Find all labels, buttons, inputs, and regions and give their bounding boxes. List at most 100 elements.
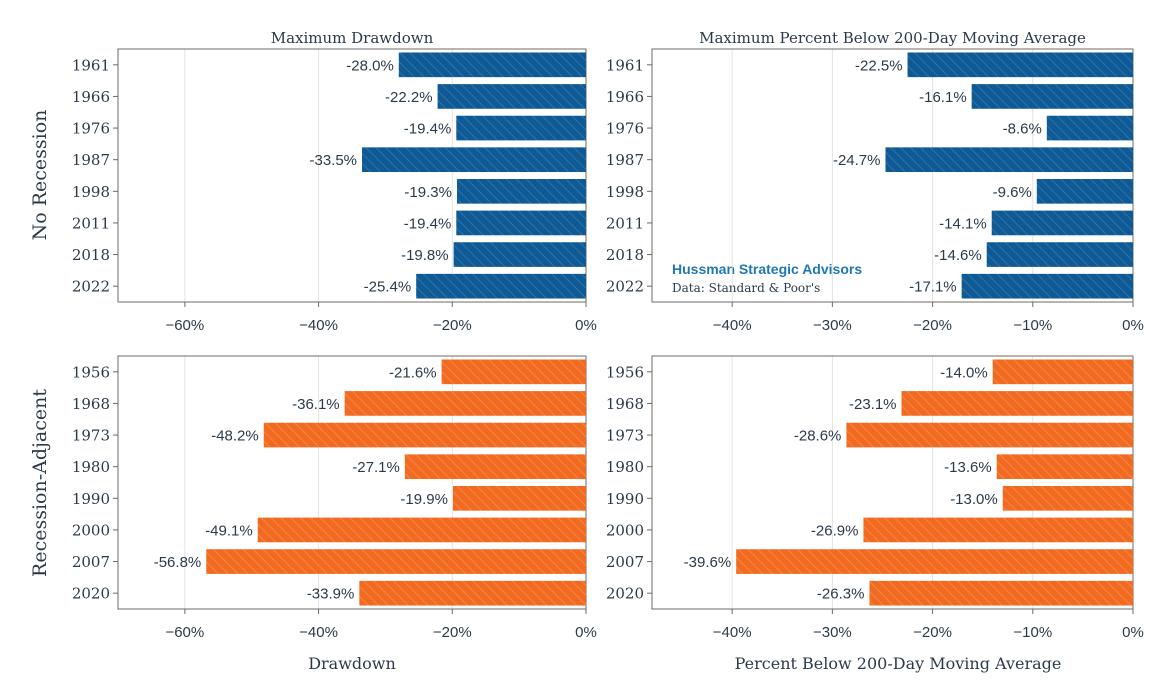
bar-2020 [359,580,586,606]
bar-1966 [437,84,586,109]
bar-1998 [456,178,586,204]
x-tick-label: −40% [299,317,338,334]
x-tick-label: −20% [433,624,472,641]
x-tick-label: 0% [1122,317,1144,334]
y-tick-label: 2020 [606,585,644,603]
bar-1980 [404,454,586,480]
x-tick-label: −40% [713,317,752,334]
x-tick-label: −20% [913,624,952,641]
y-tick-label: 1966 [606,88,644,106]
bar-2011 [456,210,586,236]
data-label: -48.2% [211,428,259,445]
plot-frame [651,355,1134,610]
bar-1976 [1046,115,1133,141]
bar-2007 [206,549,586,574]
y-tick-label: 2000 [72,521,110,539]
bar-1990 [452,485,586,511]
data-label: -17.1% [909,279,957,296]
y-tick-label: 2022 [606,278,644,296]
brand-annotation: Hussman Strategic Advisors [672,261,862,277]
y-tick-label: 1980 [606,458,644,476]
data-label: -26.3% [817,586,865,603]
y-tick-label: 1968 [606,395,644,413]
chart-panel-1: Maximum Drawdown −60% −40% −20% 0% 1961 -28.0%… [72,29,597,334]
data-label: -22.5% [855,57,903,74]
bar-2000 [863,517,1133,543]
x-tick-label: 0% [575,624,597,641]
y-tick-label: 1998 [72,183,110,201]
x-tick-label: −30% [813,624,852,641]
bar-1961 [907,52,1133,78]
data-label: -16.1% [919,89,967,106]
data-label: -49.1% [205,522,253,539]
data-label: -14.0% [940,364,988,381]
chart-panel-2: Maximum Percent Below 200-Day Moving Ave… [606,29,1144,334]
data-label: -9.6% [993,184,1032,201]
bar-1987 [362,147,586,173]
bar-1956 [992,359,1133,385]
data-label: -22.2% [385,89,433,106]
data-label: -14.6% [934,247,982,264]
bar-1966 [971,84,1133,109]
y-tick-label: 1980 [72,458,110,476]
data-label: -56.8% [154,554,202,571]
bar-2020 [869,580,1133,606]
bar-2018 [453,242,586,267]
x-tick-label: −60% [165,317,204,334]
data-label: -19.8% [401,247,449,264]
data-label: -28.6% [794,428,842,445]
x-tick-label: −10% [1013,624,1052,641]
data-label: -33.5% [309,152,357,169]
y-tick-label: 1987 [72,151,110,169]
data-label: -36.1% [292,396,340,413]
x-axis-title-drawdown: Drawdown [308,654,396,673]
bar-1973 [846,422,1133,448]
bar-2022 [416,273,586,299]
data-label: -14.1% [939,215,987,232]
data-label: -39.6% [684,554,732,571]
x-tick-label: −10% [1013,317,1052,334]
y-tick-label: 2011 [606,214,644,232]
data-label: -28.0% [346,57,394,74]
bar-2018 [986,242,1133,267]
plot-frame [117,48,587,303]
x-tick-label: −20% [913,317,952,334]
y-tick-label: 1956 [606,363,644,381]
y-tick-label: 2000 [606,521,644,539]
data-label: -23.1% [849,396,897,413]
plot-frame [117,355,587,610]
y-tick-label: 2007 [72,553,110,571]
x-tick-label: 0% [1122,624,1144,641]
y-tick-label: 1961 [606,56,644,74]
x-axis-title-percent-below: Percent Below 200-Day Moving Average [735,654,1062,673]
y-tick-label: 1973 [606,427,644,445]
y-tick-label: 1976 [72,120,110,138]
data-label: -19.4% [404,215,452,232]
bar-1976 [456,115,586,141]
x-tick-label: −20% [433,317,472,334]
y-tick-label: 1990 [606,490,644,508]
data-label: -19.9% [400,491,448,508]
y-tick-label: 2018 [606,246,644,264]
x-tick-label: −60% [165,624,204,641]
source-annotation: Data: Standard & Poor's [672,281,820,295]
bar-2000 [257,517,586,543]
bar-2011 [991,210,1133,236]
y-tick-label: 2020 [72,585,110,603]
bar-1956 [441,359,586,385]
data-label: -25.4% [364,279,412,296]
bar-2022 [961,273,1133,299]
data-label: -24.7% [833,152,881,169]
bar-1990 [1002,485,1133,511]
chart-panels: Maximum Drawdown −60% −40% −20% 0% 1961 -28.0%… [72,29,1144,641]
data-label: -8.6% [1003,121,1042,138]
y-tick-label: 1990 [72,490,110,508]
y-tick-label: 1976 [606,120,644,138]
data-label: -33.9% [307,586,355,603]
row-label-no-recession: No Recession [29,110,51,241]
panel-title: Maximum Percent Below 200-Day Moving Ave… [699,29,1086,47]
y-tick-label: 1987 [606,151,644,169]
x-tick-label: −40% [299,624,338,641]
y-tick-label: 1961 [72,56,110,74]
